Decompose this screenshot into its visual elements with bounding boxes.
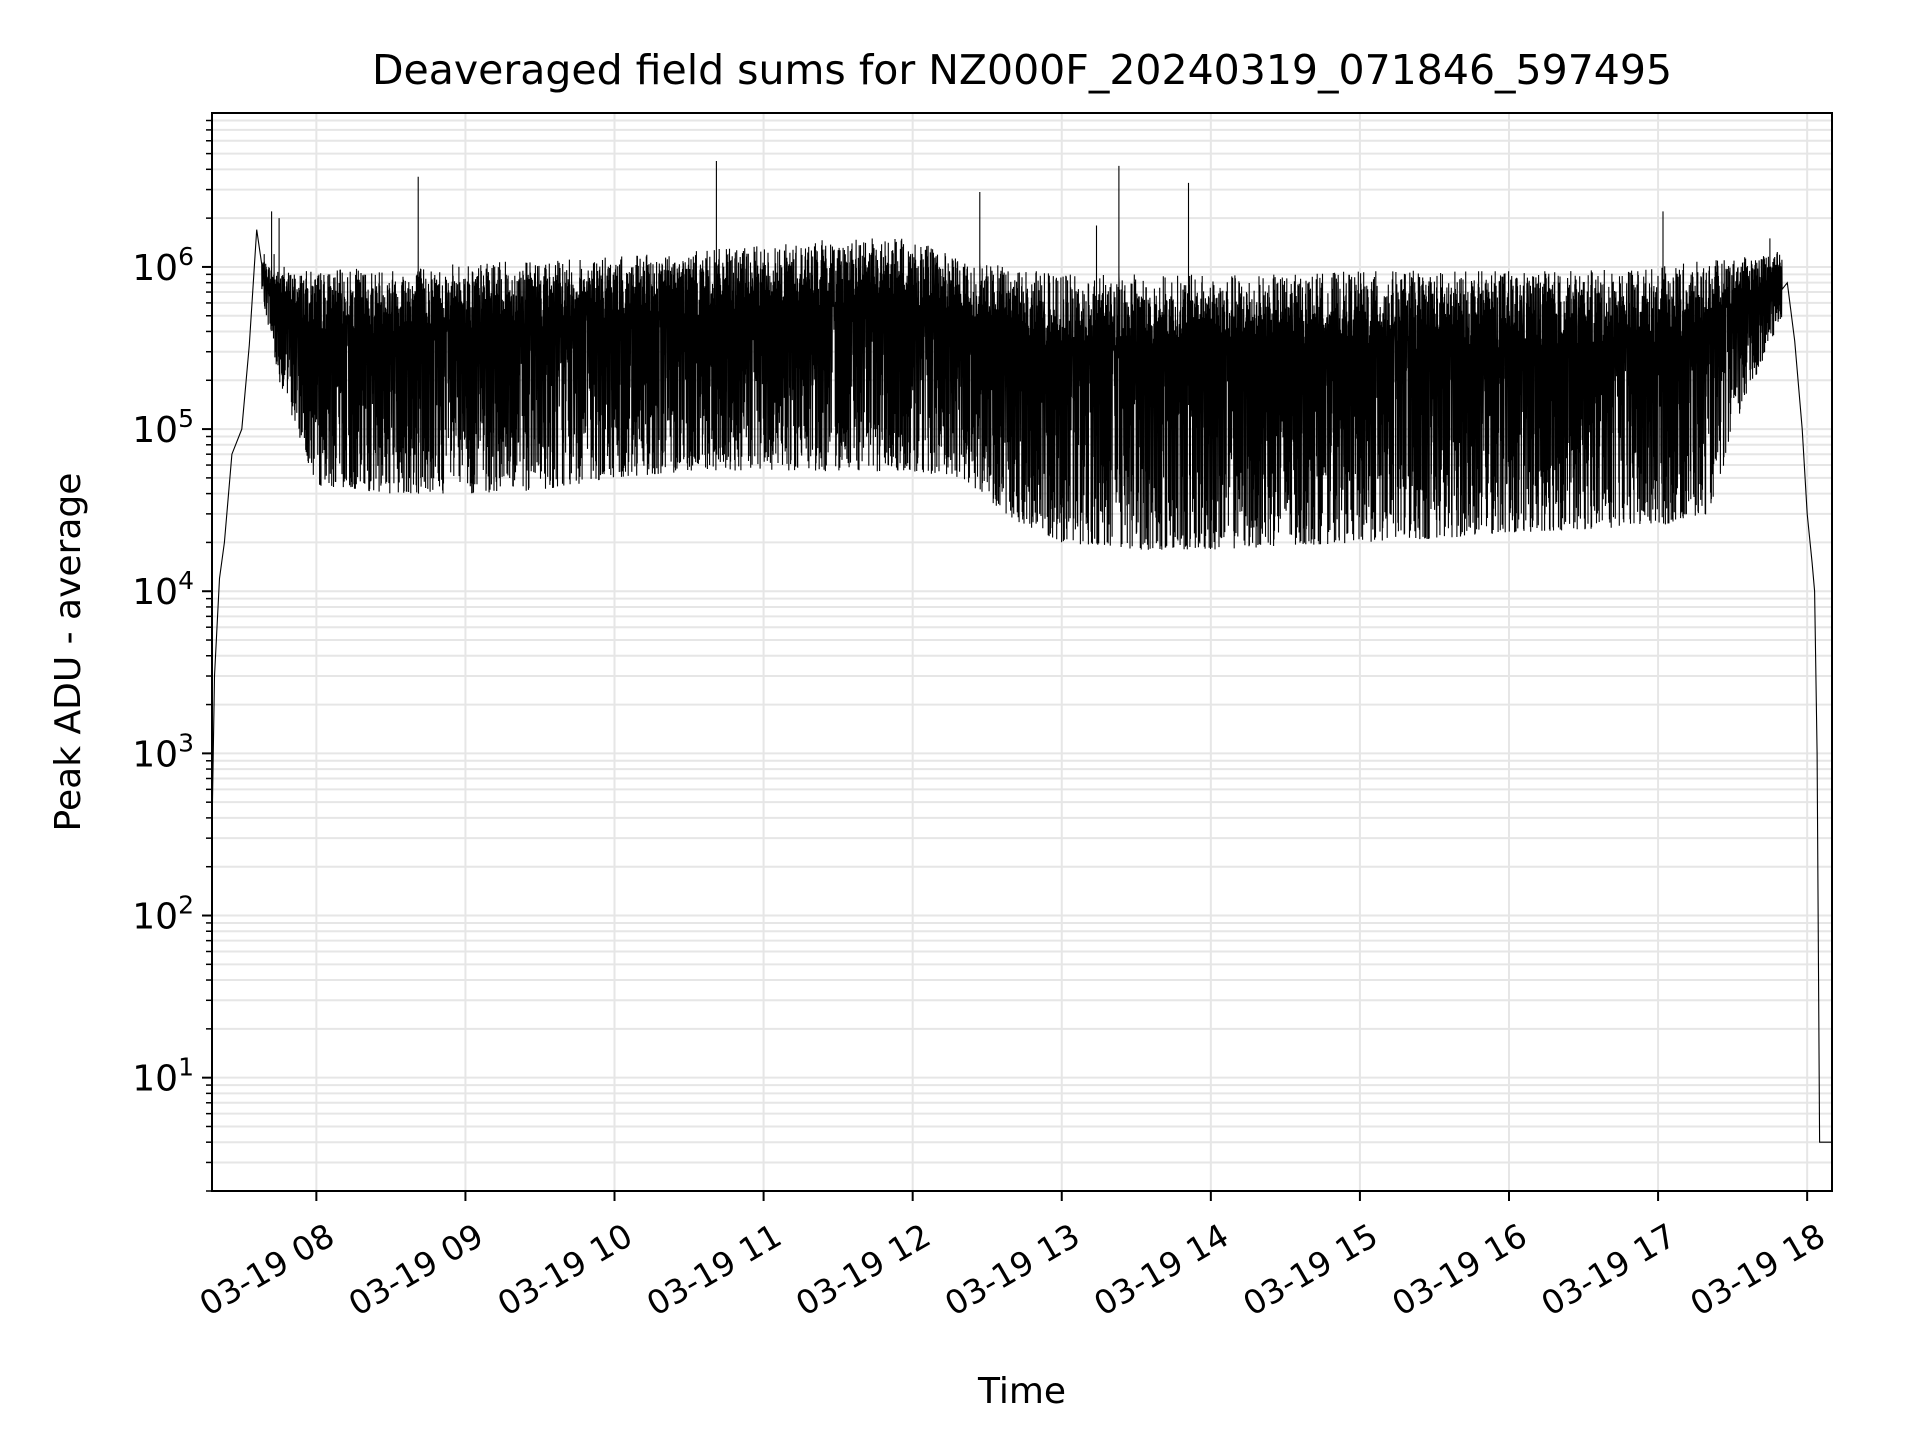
y-tick-label: 106: [132, 242, 194, 289]
plot-frame: [211, 112, 1833, 1192]
y-tick-label: 101: [132, 1053, 194, 1100]
y-tick-label: 103: [132, 728, 194, 775]
series-line: [211, 161, 1832, 1143]
y-tick-label: 104: [132, 566, 194, 613]
y-tick-label: 105: [132, 404, 194, 451]
y-tick-label: 102: [132, 891, 194, 938]
y-axis-label: Peak ADU - average: [48, 473, 89, 832]
chart-title: Deaveraged field sums for NZ000F_2024031…: [372, 46, 1672, 94]
y-axis-ticks: 101 102 103 104 105 106: [132, 119, 212, 1192]
x-axis-label: Time: [977, 1371, 1066, 1412]
